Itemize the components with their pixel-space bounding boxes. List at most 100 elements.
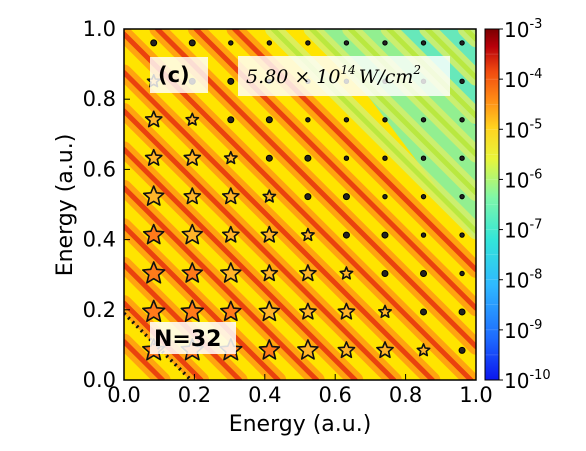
peak-star [298,264,317,282]
peak-dot [459,232,465,238]
peak-dot [458,308,466,316]
peak-star [376,341,394,359]
peak-dot [188,39,196,47]
colorbar-tick-base: 10 [504,18,529,42]
peak-dot [228,40,234,46]
x-tick-label: 0.2 [178,383,211,407]
peak-dot [150,39,158,47]
intensity-unit: W/cm [359,66,414,88]
colorbar-tick-exponent: -8 [529,268,542,283]
peak-star [262,189,277,203]
intensity-unit-exponent: 2 [412,63,421,77]
peak-dot [420,308,428,316]
colorbar-tick-label: 10-3 [504,17,542,42]
peak-star [185,112,200,126]
peak-star [142,261,166,284]
colorbar-tick-exponent: -9 [529,318,542,333]
x-tick-label: 1.0 [459,383,492,407]
peak-star [297,339,319,360]
peak-star [416,343,431,357]
peak-star [144,148,163,166]
peak-dot [382,117,388,123]
peak-dot [382,193,388,200]
peak-star [337,302,356,320]
colorbar-tick-base: 10 [504,168,529,192]
ridge-core [124,185,320,380]
x-axis-ticks: 0.0 0.2 0.4 0.6 0.8 1.0 [107,374,493,407]
peak-star [181,262,203,283]
colorbar-tick-label: 10-6 [504,167,542,192]
peak-dot [458,346,466,354]
x-tick-label: 0.6 [318,383,351,407]
colorbar-tick-label: 10-8 [504,268,542,293]
ridge-core [124,223,281,380]
threshold-label: N=32 [154,327,221,352]
intensity-exponent: 14 [340,63,355,77]
y-tick-label: 0.4 [83,228,116,252]
peak-star [258,300,281,322]
x-tick-label: 0.4 [248,383,281,407]
ridge-core [463,29,476,42]
peak-star [142,223,165,245]
peak-dot [305,117,311,123]
colorbar-tick-base: 10 [504,219,529,243]
peak-dot [420,117,427,123]
peak-star [377,304,393,319]
peak-star [221,187,240,205]
peak-dot [420,40,427,46]
peak-star [183,187,202,205]
colorbar-tick-base: 10 [504,369,529,393]
peak-dot [420,270,428,278]
peak-dot [342,193,350,201]
peak-dot [265,116,273,124]
colorbar-tick-label: 10-5 [504,117,542,142]
colorbar-tick-exponent: -10 [529,368,550,383]
peak-star [337,341,356,359]
colorbar-frame [484,28,500,381]
peak-star [183,148,202,166]
peak-dot [420,155,427,161]
peak-dot [265,154,273,162]
intensity-mantissa: 5.80 × 10 [246,66,340,88]
colorbar-ticks: 10-310-410-510-610-710-810-910-10 [499,17,551,393]
peak-dot [343,40,350,46]
ridge-core [124,70,435,380]
peak-dot [381,270,389,278]
y-axis-ticks: 0.0 0.2 0.4 0.6 0.8 1.0 [83,17,130,392]
colorbar-bands [485,53,499,356]
peak-star [220,300,242,322]
x-axis-label: Energy (a.u.) [229,412,372,437]
colorbar-tick-base: 10 [504,118,529,142]
y-tick-label: 0.8 [83,87,116,111]
x-tick-label: 0.8 [389,383,422,407]
peak-dot [459,193,465,200]
colorbar-tick-base: 10 [504,319,529,343]
peak-dot [266,40,273,46]
intensity-label: 5.80 × 1014 W/cm2 [246,63,421,88]
peak-dot [343,155,350,161]
peak-star [180,299,204,323]
colorbar: 10-310-410-510-610-710-810-910-10 [484,17,551,393]
y-tick-label: 0.2 [83,298,116,322]
peak-dot [459,40,465,46]
peak-dot [381,231,389,239]
peak-star [221,225,240,243]
colorbar-tick-label: 10-10 [504,368,551,393]
peak-dot [305,40,311,46]
colorbar-tick-exponent: -3 [529,17,542,32]
peak-star [142,299,166,323]
peak-star [142,185,165,206]
peak-dot [227,116,235,124]
ridge-core [124,108,397,380]
y-tick-label: 1.0 [83,17,116,41]
plot-frame [123,28,477,381]
ridge-core [424,29,476,81]
peak-dot [459,155,465,161]
ridge-core [124,339,166,380]
peak-dot [459,78,465,85]
colorbar-tick-base: 10 [504,68,529,92]
panel-label: (c) [158,63,190,87]
peak-star [220,262,242,283]
colorbar-tick-label: 10-4 [504,67,542,92]
peak-star [144,110,163,128]
